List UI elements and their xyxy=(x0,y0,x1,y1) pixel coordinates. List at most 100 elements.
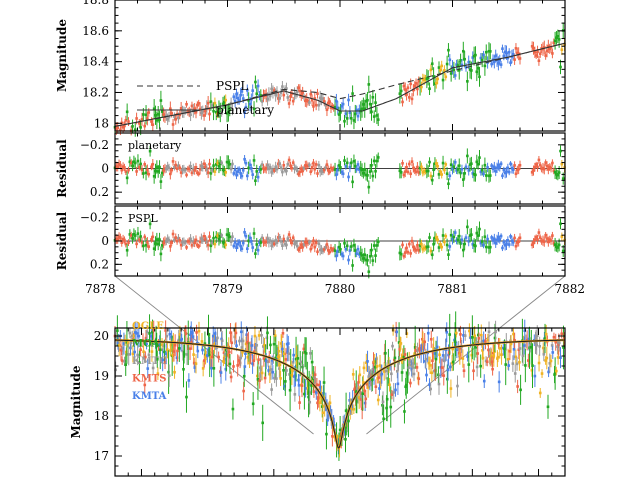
data-point xyxy=(294,374,297,377)
data-point xyxy=(266,97,269,101)
data-point xyxy=(268,165,272,169)
data-point xyxy=(327,169,330,172)
data-point xyxy=(331,105,334,108)
data-point xyxy=(155,238,159,241)
data-point xyxy=(301,169,304,173)
data-point xyxy=(286,96,290,99)
data-point xyxy=(248,355,252,359)
data-point xyxy=(207,345,211,349)
data-point xyxy=(308,101,311,104)
data-point xyxy=(131,125,134,128)
data-point xyxy=(255,343,259,347)
data-point xyxy=(166,348,169,351)
data-point xyxy=(548,165,551,169)
data-point xyxy=(446,377,449,381)
data-point xyxy=(416,165,419,169)
data-point xyxy=(165,167,168,171)
model-curve xyxy=(115,339,565,449)
data-point xyxy=(460,238,464,242)
data-point xyxy=(251,362,254,366)
data-point xyxy=(510,239,514,243)
data-point xyxy=(244,234,248,238)
data-point xyxy=(398,92,402,95)
data-point xyxy=(238,339,241,343)
data-point xyxy=(181,240,184,244)
data-point xyxy=(341,102,345,106)
data-point xyxy=(469,336,472,340)
data-point xyxy=(473,334,477,338)
data-point xyxy=(248,361,251,365)
data-point xyxy=(527,359,530,362)
data-point xyxy=(486,166,489,169)
data-point xyxy=(556,246,560,249)
data-point xyxy=(402,254,406,258)
data-point xyxy=(227,161,230,164)
data-point xyxy=(155,357,159,361)
data-point xyxy=(322,168,326,172)
data-point xyxy=(514,172,518,176)
data-point xyxy=(233,335,237,339)
data-point xyxy=(482,243,485,247)
data-point xyxy=(537,231,541,234)
data-point xyxy=(228,350,231,354)
data-point xyxy=(487,330,491,333)
data-point xyxy=(532,46,535,50)
data-point xyxy=(235,246,238,249)
data-point xyxy=(313,245,317,249)
data-point xyxy=(560,235,564,238)
data-point xyxy=(282,352,286,356)
data-point xyxy=(147,353,151,357)
data-point xyxy=(287,233,291,236)
data-point xyxy=(434,357,438,361)
data-point xyxy=(212,236,215,240)
data-point xyxy=(207,333,210,336)
data-point xyxy=(320,248,323,251)
data-point xyxy=(495,166,499,170)
data-point xyxy=(482,53,485,57)
data-point xyxy=(291,369,294,373)
data-point xyxy=(240,90,244,93)
data-point xyxy=(162,241,165,245)
data-point xyxy=(430,371,434,375)
data-point xyxy=(150,334,153,338)
data-point xyxy=(432,346,435,350)
data-point xyxy=(196,349,200,353)
data-point xyxy=(219,162,222,166)
data-point xyxy=(456,384,459,388)
data-point xyxy=(252,159,256,162)
data-point xyxy=(125,176,129,180)
data-point xyxy=(279,166,283,170)
data-point xyxy=(366,174,369,177)
data-point xyxy=(381,400,385,404)
data-point xyxy=(451,237,454,241)
data-point xyxy=(258,379,262,382)
data-point xyxy=(467,169,470,172)
data-point xyxy=(301,91,304,95)
data-point xyxy=(538,163,542,167)
data-point xyxy=(121,165,125,168)
data-point xyxy=(484,340,487,343)
data-point xyxy=(543,240,546,243)
data-point xyxy=(233,99,237,103)
data-point xyxy=(229,331,232,334)
data-point xyxy=(234,331,238,335)
data-point xyxy=(491,367,494,371)
data-point xyxy=(191,331,194,335)
data-point xyxy=(243,157,246,161)
data-point xyxy=(329,246,333,250)
data-point xyxy=(371,368,375,371)
data-point xyxy=(534,163,538,166)
data-point xyxy=(273,242,276,246)
data-point xyxy=(310,98,314,102)
data-point xyxy=(540,167,543,171)
data-point xyxy=(341,172,345,176)
data-point xyxy=(348,165,352,169)
data-point xyxy=(284,380,287,383)
data-point xyxy=(251,246,254,249)
data-point xyxy=(452,165,456,168)
data-point xyxy=(182,110,186,114)
data-point xyxy=(462,369,466,373)
data-point xyxy=(191,335,195,338)
data-point xyxy=(140,118,144,121)
data-point xyxy=(451,347,454,351)
